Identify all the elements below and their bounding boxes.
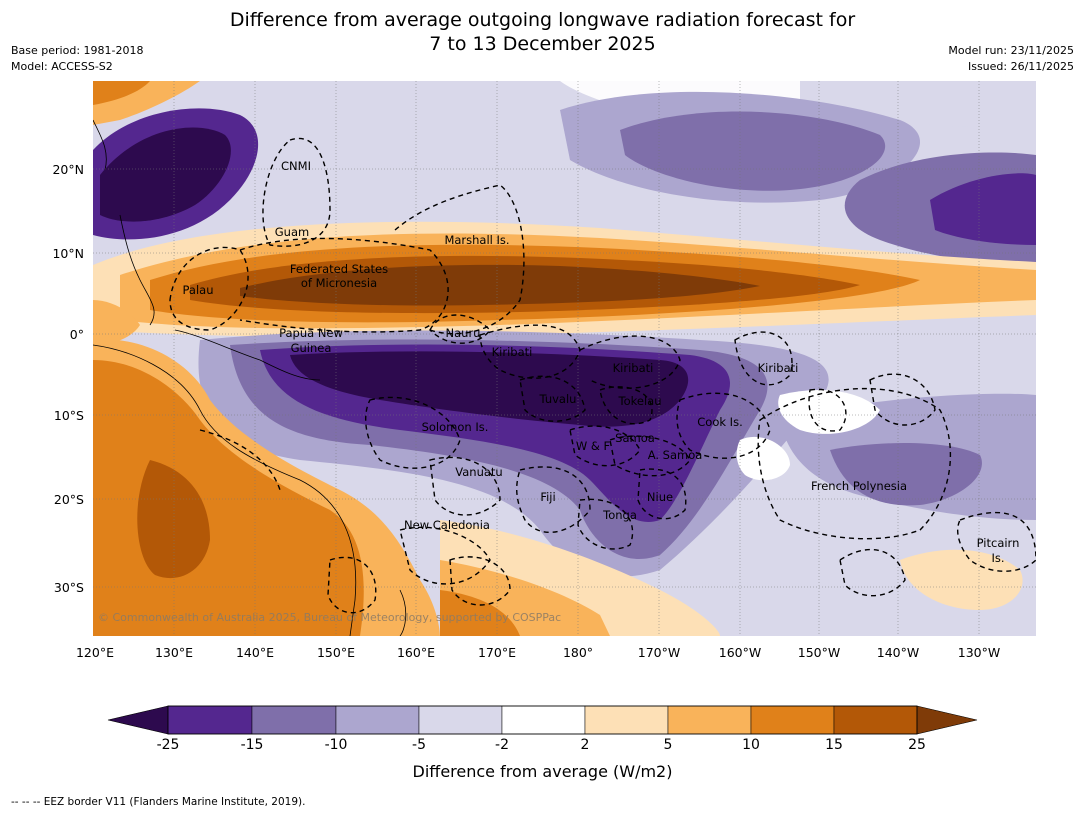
eez-borders: [169, 137, 1036, 614]
colorbar-extend-low: [107, 705, 169, 735]
model-run: Model run: 23/11/2025: [948, 44, 1074, 57]
colorbar-label: 15: [825, 737, 843, 753]
colorbar-segment: [251, 705, 337, 735]
label-asamoa: A. Samoa: [648, 448, 703, 462]
lat-ticks: 20°N 10°N 0° 10°S 20°S 30°S: [52, 162, 84, 595]
lon-tick: 130°W: [958, 645, 1000, 660]
colorbar: [107, 705, 978, 735]
eez-footnote: -- -- -- EEZ border V11 (Flanders Marine…: [11, 796, 306, 808]
label-niue: Niue: [647, 490, 673, 504]
label-guam: Guam: [275, 225, 309, 239]
region-labels: CNMI Guam Marshall Is. Federated States …: [183, 159, 1020, 565]
lat-tick: 20°S: [54, 492, 84, 507]
lon-tick: 120°E: [76, 645, 114, 660]
label-cnmi: CNMI: [281, 159, 311, 173]
label-pitcairn-2: Is.: [991, 551, 1004, 565]
colorbar-label: -15: [240, 737, 264, 753]
colorbar-segment: [418, 705, 503, 735]
lon-tick: 160°W: [719, 645, 761, 660]
label-kiribati-w: Kiribati: [492, 345, 533, 359]
label-tokelau: Tokelau: [618, 394, 662, 408]
label-kiribati-c: Kiribati: [613, 361, 654, 375]
label-new-caledonia: New Caledonia: [404, 518, 490, 532]
colorbar-label: -5: [412, 737, 426, 753]
title-line-1: Difference from average outgoing longwav…: [229, 9, 856, 31]
lon-tick: 180°: [563, 645, 593, 660]
lon-tick: 170°W: [638, 645, 680, 660]
lat-tick: 30°S: [54, 580, 84, 595]
lon-tick: 140°W: [877, 645, 919, 660]
colorbar-segment: [335, 705, 420, 735]
copyright-text: © Commonwealth of Australia 2025, Bureau…: [98, 611, 561, 624]
colorbar-label: -2: [495, 737, 509, 753]
label-tonga: Tonga: [602, 508, 637, 522]
colorbar-label: 5: [663, 737, 673, 753]
gridlines: [93, 81, 1036, 636]
label-pitcairn-1: Pitcairn: [977, 536, 1020, 550]
label-kiribati-e: Kiribati: [758, 361, 799, 375]
lat-tick: 10°N: [52, 246, 84, 261]
label-solomon: Solomon Is.: [422, 420, 489, 434]
lon-tick: 140°E: [236, 645, 274, 660]
base-period: Base period: 1981-2018: [11, 44, 144, 57]
colorbar-segment: [833, 705, 918, 735]
colorbar-segment: [501, 705, 586, 735]
meta-right: Model run: 23/11/2025 Issued: 26/11/2025: [948, 43, 1074, 75]
colorbar-segment: [667, 705, 752, 735]
label-png-2: Guinea: [291, 341, 332, 355]
label-marshall: Marshall Is.: [444, 233, 509, 247]
label-tuvalu: Tuvalu: [539, 392, 577, 406]
label-samoa: Samoa: [615, 431, 655, 445]
label-png-1: Papua New: [279, 326, 343, 340]
label-fiji: Fiji: [540, 490, 555, 504]
lat-tick: 20°N: [52, 162, 84, 177]
lon-ticks: 120°E 130°E 140°E 150°E 160°E 170°E 180°…: [76, 645, 1000, 660]
colorbar-segment: [750, 705, 835, 735]
label-vanuatu: Vanuatu: [455, 465, 502, 479]
lon-tick: 150°W: [798, 645, 840, 660]
colorbar-segment: [584, 705, 669, 735]
colorbar-label: 25: [908, 737, 926, 753]
colorbar-title: Difference from average (W/m2): [412, 762, 673, 781]
colorbar-label: 2: [580, 737, 590, 753]
lon-tick: 130°E: [155, 645, 193, 660]
lat-tick: 0°: [70, 327, 84, 342]
chart-title: Difference from average outgoing longwav…: [0, 8, 1085, 56]
label-wf: W & F: [576, 439, 610, 453]
label-palau: Palau: [183, 283, 214, 297]
colorbar-label: -25: [156, 737, 180, 753]
label-fsm-2: of Micronesia: [301, 276, 377, 290]
title-line-2: 7 to 13 December 2025: [429, 33, 656, 55]
meta-left: Base period: 1981-2018 Model: ACCESS-S2: [11, 43, 143, 75]
lon-tick: 170°E: [478, 645, 516, 660]
map-area: CNMI Guam Marshall Is. Federated States …: [93, 81, 1036, 636]
label-cook: Cook Is.: [697, 415, 742, 429]
model-name: Model: ACCESS-S2: [11, 60, 113, 73]
colorbar-extend-high: [916, 705, 978, 735]
label-fsm-1: Federated States: [290, 262, 388, 276]
colorbar-label: 10: [742, 737, 760, 753]
lon-tick: 150°E: [317, 645, 355, 660]
colorbar-label: -10: [324, 737, 348, 753]
colorbar-segment: [167, 705, 253, 735]
label-nauru: Nauru: [446, 326, 481, 340]
issued-date: Issued: 26/11/2025: [967, 60, 1074, 73]
lat-tick: 10°S: [54, 408, 84, 423]
label-french-polynesia: French Polynesia: [811, 479, 907, 493]
lon-tick: 160°E: [397, 645, 435, 660]
